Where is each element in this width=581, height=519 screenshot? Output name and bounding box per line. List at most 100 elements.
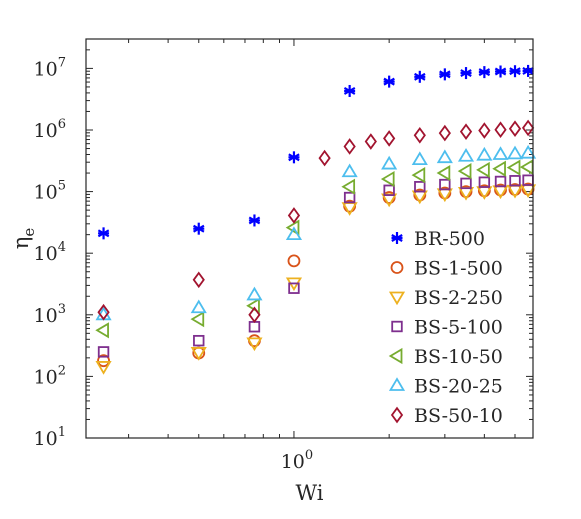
x-tick-label: 100 (281, 448, 313, 473)
series-br-500 (97, 64, 534, 240)
data-point (478, 122, 491, 139)
legend-label: BS-2-250 (414, 287, 503, 309)
y-tick-label-exponent: 6 (58, 117, 66, 132)
data-point (193, 222, 205, 235)
legend-entry: BS-1-500 (390, 258, 503, 280)
y-tick-label-base: 10 (34, 58, 58, 80)
data-point (192, 271, 205, 289)
data-point (97, 227, 110, 240)
data-point (95, 322, 109, 339)
data-point (193, 334, 205, 347)
legend: BR-500 BS-1-500 BS-2-250 BS-5-100 BS-10-50 BS… (388, 228, 503, 427)
legend-label: BR-500 (414, 228, 485, 250)
legend-label: BS-50-10 (414, 405, 503, 427)
data-point (341, 163, 358, 178)
data-point (436, 164, 451, 182)
legend-entry: BS-2-250 (388, 287, 503, 309)
y-tick-label-exponent: 3 (58, 302, 66, 317)
data-point (343, 138, 356, 155)
data-point (380, 170, 395, 188)
y-tick-label-base: 10 (34, 366, 58, 388)
markers-layer (95, 64, 537, 375)
data-point (492, 160, 506, 177)
data-point (457, 147, 475, 162)
data-point (459, 185, 473, 198)
data-point (411, 151, 428, 166)
data-point (285, 226, 303, 241)
x-tick-label-exponent: 0 (305, 448, 313, 463)
y-tick-label-exponent: 2 (58, 363, 66, 378)
data-point (97, 354, 110, 368)
legend-label: BS-1-500 (414, 258, 503, 280)
data-point (248, 214, 261, 227)
data-point (343, 84, 356, 97)
y-tick-label: 103 (34, 302, 66, 327)
data-point (460, 177, 472, 190)
data-point (190, 299, 207, 314)
data-point (459, 123, 473, 140)
y-tick-label-exponent: 7 (58, 55, 66, 70)
legend-marker (388, 377, 406, 391)
data-point (364, 133, 377, 150)
legend-entry: BS-20-25 (388, 376, 503, 398)
data-point (414, 181, 426, 193)
legend-entry: BR-500 (391, 228, 485, 250)
y-tick-label: 104 (34, 240, 66, 265)
y-axis-label: ηe (9, 228, 38, 250)
data-point (436, 149, 453, 164)
series-bs-50-10 (97, 119, 535, 324)
legend-entry: BS-50-10 (390, 405, 503, 427)
y-axis-label-subscript: e (20, 228, 38, 237)
data-point (413, 188, 427, 202)
data-point (413, 126, 426, 144)
y-tick-label: 105 (34, 179, 66, 204)
y-tick-label-base: 10 (34, 120, 58, 142)
y-axis-label-base: η (9, 237, 33, 250)
legend-marker (388, 347, 403, 365)
data-point (343, 191, 356, 204)
data-point (381, 155, 398, 170)
data-point (288, 282, 300, 294)
plot-background (86, 39, 533, 438)
data-point (246, 337, 263, 352)
data-point (520, 144, 537, 159)
legend-entry: BS-10-50 (388, 346, 503, 368)
data-point (492, 146, 509, 160)
legend-label: BS-20-25 (414, 376, 503, 398)
data-point (460, 67, 472, 80)
y-tick-label-base: 10 (34, 428, 58, 450)
legend-label: BS-5-100 (414, 317, 503, 339)
data-point (248, 306, 261, 324)
y-tick-label-exponent: 1 (58, 425, 66, 440)
legend-entry: BS-5-100 (391, 317, 503, 339)
data-point (246, 286, 263, 301)
data-point (477, 184, 491, 198)
data-point (439, 178, 451, 191)
data-point (522, 64, 534, 77)
series-bs-5-100 (97, 174, 534, 358)
data-point (521, 119, 535, 137)
data-point (439, 68, 451, 81)
data-point (494, 65, 507, 78)
data-point (438, 186, 452, 200)
data-point (287, 254, 301, 268)
data-point (508, 120, 522, 138)
legend-label: BS-10-50 (414, 346, 503, 368)
data-point (494, 121, 507, 139)
y-tick-label: 101 (34, 425, 66, 450)
data-point (438, 124, 451, 142)
data-point (478, 66, 491, 79)
data-point (287, 207, 301, 224)
data-point (341, 178, 356, 195)
data-point (383, 75, 395, 88)
y-tick-label-base: 10 (34, 243, 58, 265)
data-point (411, 167, 426, 184)
x-axis-label: Wi (296, 481, 324, 505)
data-point (95, 361, 112, 375)
data-point (476, 146, 493, 161)
series-bs-10-50 (95, 159, 534, 339)
data-point (383, 184, 395, 196)
